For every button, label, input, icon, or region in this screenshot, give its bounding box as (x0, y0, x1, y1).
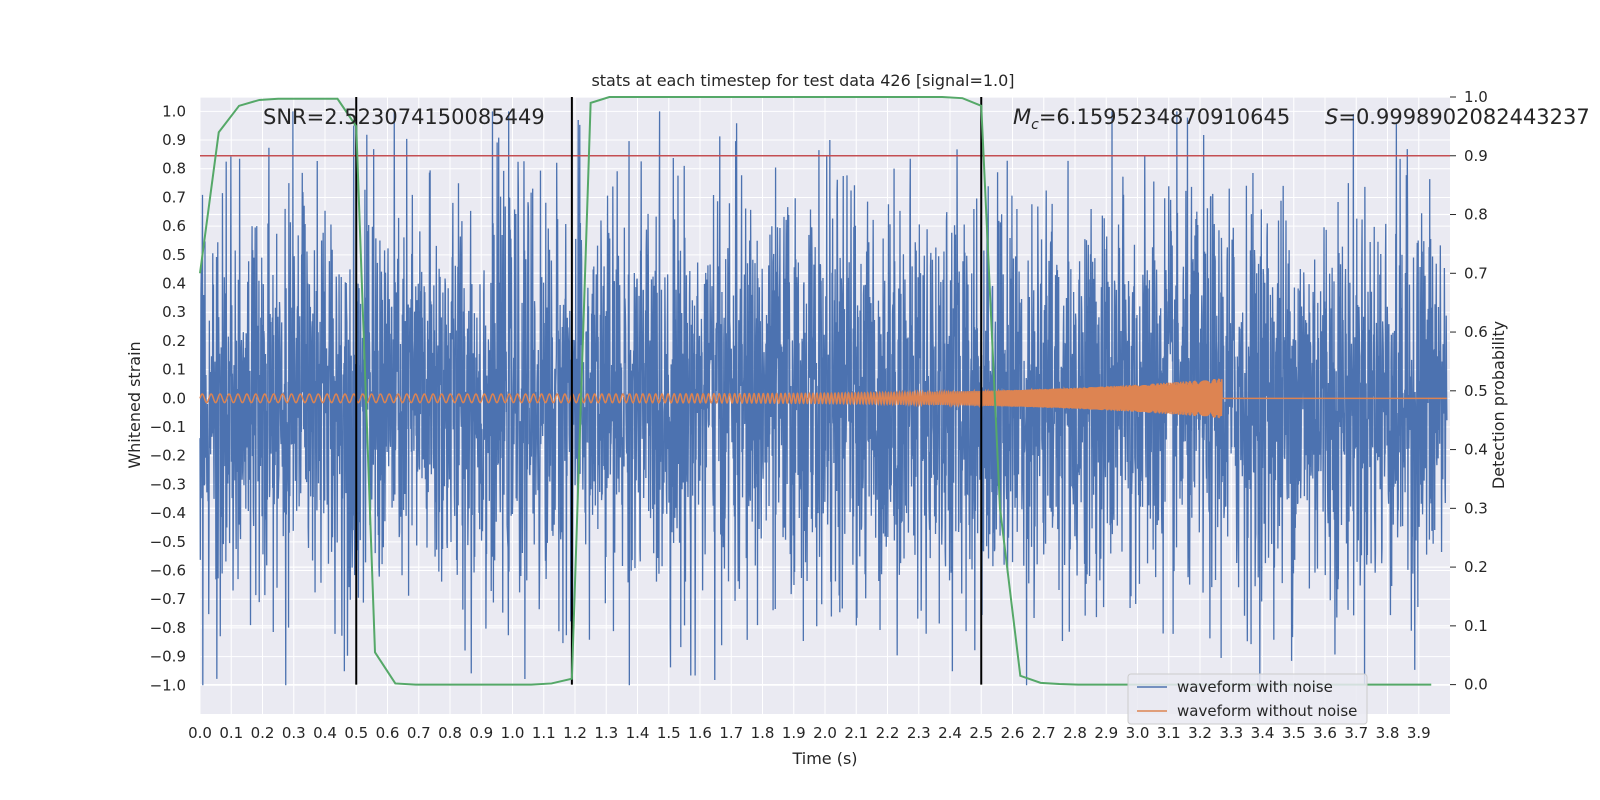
mc-value: =6.1595234870910645 (1039, 105, 1290, 129)
x-tick-label: 3.0 (1126, 724, 1150, 742)
s-value: =0.9998902082443237 (1338, 105, 1589, 129)
y2-axis-label: Detection probability (1489, 321, 1508, 489)
legend-label-clean: waveform without noise (1177, 702, 1357, 720)
y2-tick-label: 0.9 (1464, 147, 1488, 165)
x-tick-label: 0.4 (313, 724, 337, 742)
x-tick-label: 0.5 (344, 724, 368, 742)
y-tick-label: 0.9 (162, 131, 186, 149)
y-tick-label: −1.0 (150, 676, 186, 694)
y-tick-label: −0.1 (150, 418, 186, 436)
y-tick-label: 0.8 (162, 160, 186, 178)
x-tick-label: 3.8 (1376, 724, 1400, 742)
x-tick-label: 3.7 (1344, 724, 1368, 742)
legend: waveform with noise waveform without noi… (1127, 673, 1368, 725)
x-tick-label: 2.6 (1001, 724, 1025, 742)
y-tick-label: −0.7 (150, 590, 186, 608)
y-tick-label: 0.7 (162, 188, 186, 206)
x-tick-label: 1.4 (626, 724, 650, 742)
x-tick-label: 1.5 (657, 724, 681, 742)
legend-box (1127, 673, 1368, 725)
x-tick-label: 0.9 (469, 724, 493, 742)
x-tick-label: 0.1 (219, 724, 243, 742)
y2-tick-label: 0.5 (1464, 382, 1488, 400)
x-tick-label: 2.5 (969, 724, 993, 742)
y2-tick-label: 0.4 (1464, 441, 1488, 459)
x-tick-label: 0.8 (438, 724, 462, 742)
snr-annotation: SNR=2.523074150085449 (263, 105, 545, 129)
s-symbol: S (1325, 105, 1338, 129)
y2-tick-label: 0.3 (1464, 499, 1488, 517)
legend-label-noise: waveform with noise (1177, 678, 1333, 696)
x-tick-label: 1.8 (751, 724, 775, 742)
x-tick-label: 1.7 (719, 724, 743, 742)
y2-tick-label: 1.0 (1464, 88, 1488, 106)
y-tick-label: 0.6 (162, 217, 186, 235)
x-tick-label: 0.2 (251, 724, 275, 742)
y-tick-label: 0.2 (162, 332, 186, 350)
x-tick-label: 0.6 (376, 724, 400, 742)
mc-subscript: c (1031, 117, 1039, 133)
chirp-mass-annotation: Mc=6.1595234870910645 (1013, 105, 1290, 133)
y-tick-label: −0.8 (150, 619, 186, 637)
x-tick-label: 1.1 (532, 724, 556, 742)
x-tick-label: 0.3 (282, 724, 306, 742)
y-tick-label: −0.5 (150, 533, 186, 551)
y2-tick-label: 0.2 (1464, 558, 1488, 576)
y-tick-labels: 1.0 0.9 0.8 0.7 0.6 0.5 0.4 0.3 0.2 0.1 0.0 −0.1 −0.… (150, 102, 186, 694)
chart-title: stats at each timestep for test data 426… (591, 71, 1014, 90)
y-tick-label: −0.6 (150, 562, 186, 580)
y2-tick-label: 0.1 (1464, 617, 1488, 635)
y-tick-label: 0.0 (162, 389, 186, 407)
x-tick-label: 2.4 (938, 724, 962, 742)
y2-tick-label: 0.8 (1464, 206, 1488, 224)
x-tick-label: 2.3 (907, 724, 931, 742)
x-tick-label: 1.6 (688, 724, 712, 742)
y-tick-label: 1.0 (162, 102, 186, 120)
waveform-without-noise-line (199, 378, 1447, 419)
event-vertical-lines (355, 97, 983, 685)
y2-tick-label: 0.6 (1464, 323, 1488, 341)
x-axis-label: Time (s) (791, 749, 857, 768)
x-tick-label: 1.9 (782, 724, 806, 742)
x-tick-label: 2.2 (876, 724, 900, 742)
y-tick-label: 0.1 (162, 361, 186, 379)
x-tick-label: 3.9 (1407, 724, 1431, 742)
x-tick-label: 3.3 (1219, 724, 1243, 742)
x-tick-label: 2.1 (844, 724, 868, 742)
y-tick-label: 0.3 (162, 303, 186, 321)
y2-tick-label: 0.0 (1464, 676, 1488, 694)
x-tick-label: 2.0 (813, 724, 837, 742)
x-tick-label: 1.0 (501, 724, 525, 742)
y-tick-label: 0.4 (162, 275, 186, 293)
x-tick-label: 1.3 (594, 724, 618, 742)
y-tick-label: −0.4 (150, 504, 186, 522)
x-tick-label: 2.8 (1063, 724, 1087, 742)
waveform-with-noise-line (199, 111, 1448, 686)
y2-tick-label: 0.7 (1464, 264, 1488, 282)
x-tick-label: 3.1 (1157, 724, 1181, 742)
x-tick-label: 1.2 (563, 724, 587, 742)
x-tick-label: 2.7 (1032, 724, 1056, 742)
y-tick-label: −0.3 (150, 475, 186, 493)
s-annotation: S=0.9998902082443237 (1325, 105, 1590, 129)
y-tick-label: −0.9 (150, 648, 186, 666)
y-axis-label: Whitened strain (125, 341, 144, 468)
x-tick-label: 3.2 (1188, 724, 1212, 742)
x-tick-label: 2.9 (1094, 724, 1118, 742)
x-tick-labels: 0.0 0.1 0.2 0.3 0.4 0.5 0.6 0.7 0.8 0.9 1.0 1.1 1.2 1… (188, 724, 1431, 742)
x-tick-label: 3.6 (1313, 724, 1337, 742)
mc-symbol: M (1013, 105, 1031, 129)
x-tick-label: 0.0 (188, 724, 212, 742)
x-tick-label: 3.4 (1251, 724, 1275, 742)
x-tick-label: 3.5 (1282, 724, 1306, 742)
y2-tick-labels: 1.0 0.9 0.8 0.7 0.6 0.5 0.4 0.3 0.2 0.1 0.0 (1464, 88, 1488, 694)
y-tick-label: −0.2 (150, 447, 186, 465)
x-tick-label: 0.7 (407, 724, 431, 742)
y-tick-label: 0.5 (162, 246, 186, 264)
